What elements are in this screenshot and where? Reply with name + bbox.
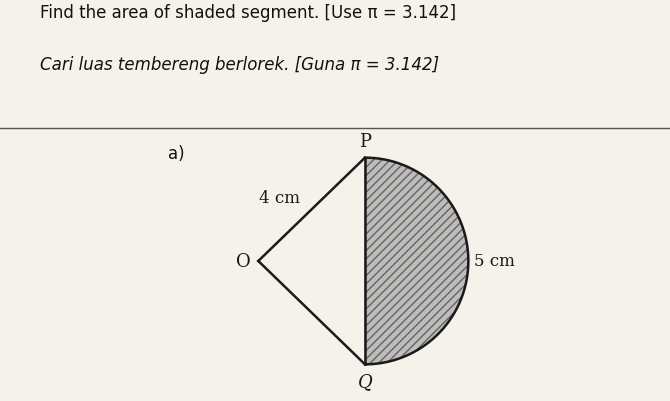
Text: Cari luas tembereng berlorek. [Guna π = 3.142]: Cari luas tembereng berlorek. [Guna π = … (40, 56, 440, 74)
Text: 4 cm: 4 cm (259, 190, 299, 207)
Text: O: O (236, 252, 251, 270)
Text: a): a) (168, 145, 185, 163)
Text: 5 cm: 5 cm (474, 253, 515, 270)
Text: Q: Q (358, 373, 373, 390)
Text: Find the area of shaded segment. [Use π = 3.142]: Find the area of shaded segment. [Use π … (40, 4, 456, 22)
Text: P: P (359, 132, 371, 150)
Polygon shape (365, 158, 468, 365)
Polygon shape (365, 158, 468, 365)
